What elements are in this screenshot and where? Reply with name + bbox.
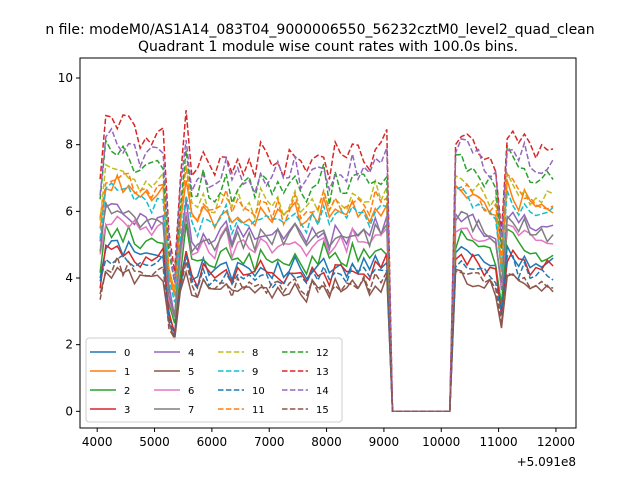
x-tick-label: 8000 [311, 435, 342, 449]
legend-label-10: 10 [252, 386, 265, 397]
x-tick-label: 7000 [254, 435, 285, 449]
chart-title: Quadrant 1 module wise count rates with … [138, 39, 518, 55]
y-tick-label: 6 [65, 204, 73, 218]
legend-label-13: 13 [316, 367, 329, 378]
series-line-13 [99, 110, 554, 413]
legend-label-1: 1 [124, 367, 130, 378]
y-axis: 0 2 4 6 8 10 [58, 71, 80, 418]
series-layer [99, 110, 554, 413]
series-line-7 [99, 200, 554, 413]
legend-label-8: 8 [252, 348, 258, 359]
legend-label-15: 15 [316, 405, 329, 416]
series-line-11 [99, 165, 554, 413]
series-line-14 [99, 127, 554, 413]
legend-label-5: 5 [188, 367, 194, 378]
figure-suptitle: n file: modeM0/AS1A14_083T04_9000006550_… [45, 22, 594, 38]
x-tick-label: 4000 [82, 435, 113, 449]
legend-label-12: 12 [316, 348, 329, 359]
y-tick-label: 2 [65, 338, 73, 352]
legend-label-3: 3 [124, 405, 130, 416]
legend-label-7: 7 [188, 405, 194, 416]
legend-label-14: 14 [316, 386, 329, 397]
y-tick-label: 10 [58, 71, 73, 85]
x-axis: 4000 5000 6000 7000 8000 9000 10000 11000 12000 [82, 428, 575, 449]
y-tick-label: 8 [65, 138, 73, 152]
x-tick-label: 12000 [537, 435, 575, 449]
x-offset-label: +5.091e8 [517, 455, 576, 469]
x-tick-label: 5000 [139, 435, 170, 449]
series-line-10 [99, 253, 554, 413]
y-tick-label: 0 [65, 404, 73, 418]
series-line-15 [99, 254, 554, 413]
x-tick-label: 6000 [197, 435, 228, 449]
plot-frame [79, 57, 577, 429]
series-line-9 [99, 182, 554, 413]
legend-label-11: 11 [252, 405, 265, 416]
series-line-12 [99, 138, 554, 413]
legend-label-4: 4 [188, 348, 194, 359]
x-tick-label: 11000 [479, 435, 517, 449]
x-tick-label: 9000 [369, 435, 400, 449]
legend-label-6: 6 [188, 386, 194, 397]
legend-label-9: 9 [252, 367, 258, 378]
legend-box [85, 337, 343, 423]
y-tick-label: 4 [65, 271, 73, 285]
series-line-2 [99, 222, 554, 413]
x-tick-label: 10000 [422, 435, 460, 449]
legend-label-2: 2 [124, 386, 130, 397]
legend-label-0: 0 [124, 348, 130, 359]
